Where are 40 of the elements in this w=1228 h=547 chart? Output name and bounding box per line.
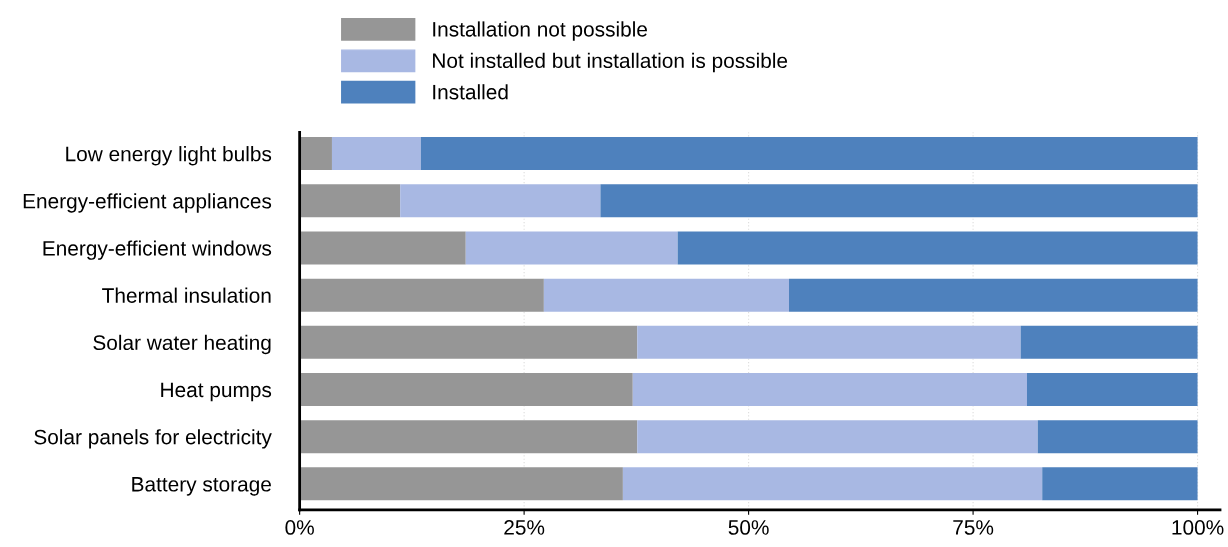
bar bbox=[637, 325, 1021, 359]
bar bbox=[465, 231, 678, 265]
bar bbox=[1037, 420, 1198, 454]
x-tick-label: 0% bbox=[285, 520, 314, 535]
x-tick-label: 100% bbox=[1172, 520, 1224, 535]
y-tick-label: Low energy light bulbs bbox=[66, 146, 272, 166]
bar bbox=[677, 231, 1198, 265]
bar bbox=[299, 420, 638, 454]
bar bbox=[543, 278, 790, 312]
bar bbox=[637, 420, 1038, 454]
bar bbox=[1026, 372, 1198, 407]
bar bbox=[400, 184, 601, 218]
bar bbox=[622, 467, 1043, 501]
y-tick-label: Heat pumps bbox=[161, 382, 272, 402]
bar bbox=[299, 372, 633, 407]
bar bbox=[299, 278, 544, 312]
bar bbox=[331, 137, 421, 171]
legend-label: Installed bbox=[433, 84, 508, 100]
y-tick-label: Energy-efficient windows bbox=[43, 240, 272, 260]
bar bbox=[632, 372, 1027, 407]
bar bbox=[299, 467, 623, 501]
bar bbox=[1020, 325, 1198, 359]
x-tick-label: 50% bbox=[728, 520, 769, 535]
bar bbox=[1042, 467, 1198, 501]
bar bbox=[299, 325, 638, 359]
y-tick-label: Battery storage bbox=[132, 477, 271, 496]
y-tick-label: Energy-efficient appliances bbox=[23, 193, 272, 213]
x-tick-label: 25% bbox=[504, 520, 545, 535]
y-tick-label: Solar water heating bbox=[93, 334, 271, 355]
y-tick-label: Solar panels for electricity bbox=[34, 429, 272, 449]
bar bbox=[299, 231, 466, 265]
x-tick-label: 75% bbox=[953, 520, 994, 535]
legend-label: Installation not possible bbox=[433, 21, 647, 41]
bar bbox=[299, 137, 332, 171]
y-tick-label: Thermal insulation bbox=[102, 287, 271, 303]
bar bbox=[420, 137, 1198, 171]
legend-label: Not installed but installation is possible bbox=[433, 52, 788, 73]
bar bbox=[789, 278, 1198, 312]
bar bbox=[600, 184, 1198, 218]
bar bbox=[299, 184, 401, 218]
